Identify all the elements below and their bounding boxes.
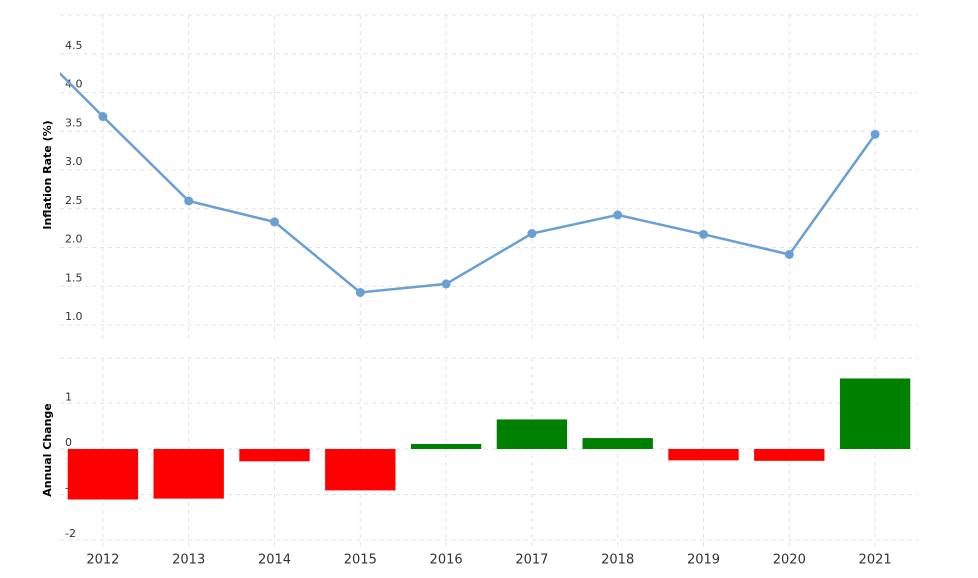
point bbox=[870, 129, 880, 139]
point bbox=[784, 249, 794, 259]
y-tick-label: 4.5 bbox=[65, 39, 83, 52]
y-tick-label: 0 bbox=[65, 436, 72, 449]
bar bbox=[754, 449, 825, 461]
y-tick-label: -2 bbox=[65, 527, 76, 540]
line-series bbox=[13, 26, 880, 297]
x-tick-label: 2012 bbox=[86, 553, 119, 568]
x-tick-label: 2013 bbox=[172, 553, 205, 568]
point bbox=[270, 217, 279, 227]
point bbox=[98, 112, 108, 122]
x-tick-label: 2020 bbox=[773, 553, 806, 568]
bar bbox=[153, 449, 224, 499]
point bbox=[699, 229, 708, 239]
y-tick-label: 1.5 bbox=[65, 271, 83, 284]
y-tick-label: 3.0 bbox=[65, 155, 83, 168]
point bbox=[184, 196, 194, 206]
point bbox=[355, 287, 365, 297]
y-tick-label: 1.0 bbox=[65, 310, 83, 323]
x-tick-label: 2014 bbox=[258, 553, 291, 568]
bar bbox=[582, 438, 653, 449]
point bbox=[527, 229, 537, 239]
x-tick-label: 2016 bbox=[430, 553, 463, 568]
bar bbox=[239, 449, 310, 462]
bar bbox=[496, 419, 568, 449]
y-tick-label: 2.0 bbox=[65, 233, 83, 246]
bar bbox=[410, 443, 482, 449]
x-tick-label: 2019 bbox=[687, 553, 720, 568]
y-tick-label: 1 bbox=[65, 391, 72, 404]
x-tick-label: 2018 bbox=[601, 553, 634, 568]
point bbox=[441, 279, 451, 289]
y-tick-label: 3.5 bbox=[65, 116, 83, 129]
bar bbox=[668, 449, 739, 461]
y-axis-title: Inflation Rate (%) bbox=[41, 120, 54, 229]
point bbox=[613, 210, 623, 220]
x-tick-label: 2015 bbox=[344, 553, 377, 568]
y-tick-label: 2.5 bbox=[65, 194, 83, 207]
x-tick-label: 2017 bbox=[515, 553, 548, 568]
y-axis-title: Annual Change bbox=[41, 403, 54, 497]
bar bbox=[839, 378, 911, 449]
bar bbox=[325, 449, 396, 491]
x-tick-label: 2021 bbox=[859, 553, 892, 568]
bar bbox=[67, 449, 139, 500]
point bbox=[13, 26, 22, 35]
y-tick-label: 4.0 bbox=[65, 78, 83, 91]
